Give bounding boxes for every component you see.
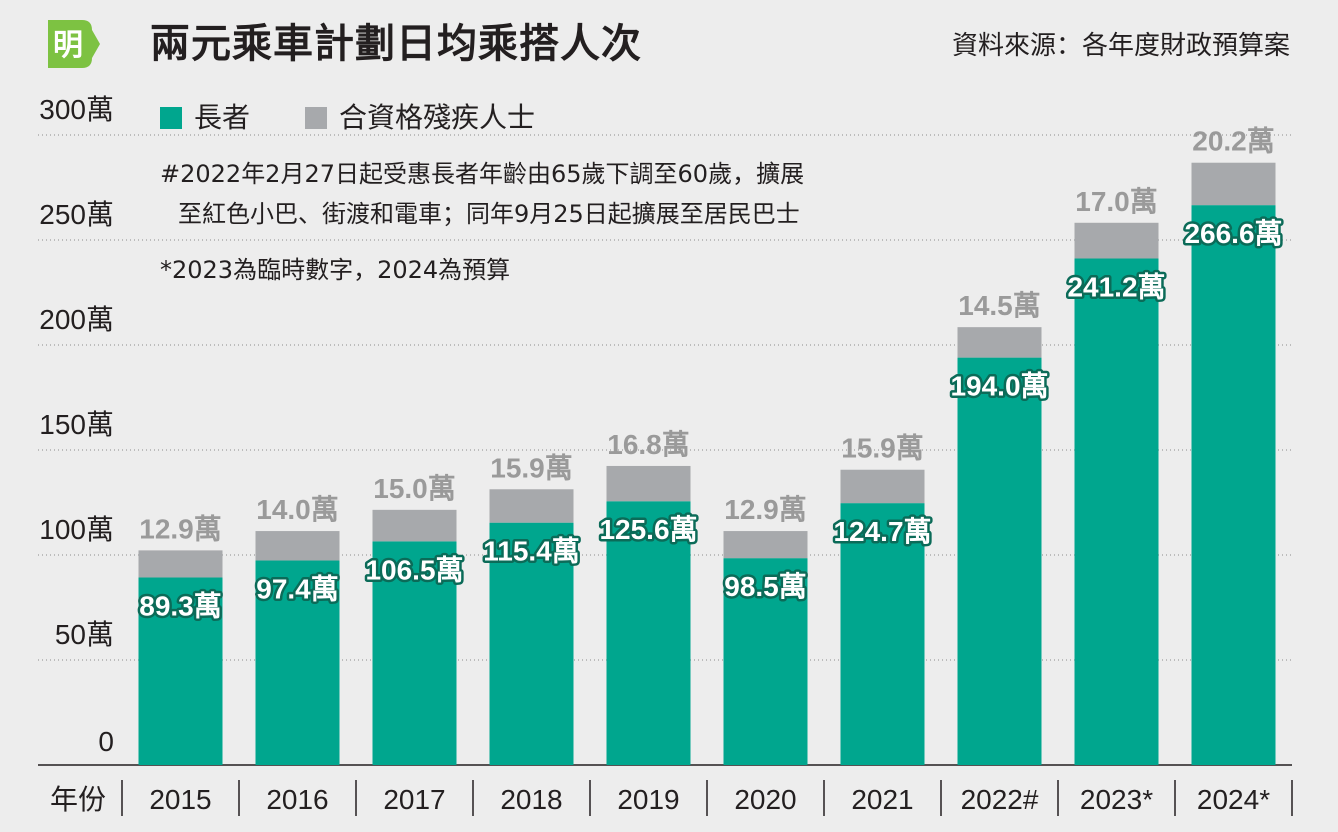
source-text: 資料來源：各年度財政預算案 (951, 31, 1290, 61)
x-tick-label-2015: 2015 (149, 784, 211, 815)
y-tick-label: 50萬 (55, 619, 114, 650)
bar-elderly-2019 (606, 501, 691, 765)
label-disabled-2021: 15.9萬 (841, 433, 924, 464)
label-disabled-2023*: 17.0萬 (1075, 186, 1158, 217)
label-elderly-2015: 89.3萬 (139, 590, 222, 621)
label-disabled-2018: 15.9萬 (490, 452, 573, 483)
legend-swatch-elderly (160, 107, 182, 129)
label-disabled-2015: 12.9萬 (139, 513, 222, 544)
x-tick-label-2023*: 2023* (1080, 784, 1153, 815)
bar-elderly-2017 (372, 541, 457, 765)
label-disabled-2022#: 14.5萬 (958, 290, 1041, 321)
y-tick-label: 300萬 (39, 94, 114, 125)
label-elderly-2022#: 194.0萬 (950, 371, 1048, 402)
bar-disabled-2020 (723, 531, 808, 559)
x-tick-label-2024*: 2024* (1197, 784, 1270, 815)
label-elderly-2017: 106.5萬 (365, 554, 463, 585)
note-line-2: 至紅色小巴、街渡和電車；同年9月25日起擴展至居民巴士 (178, 200, 800, 228)
bar-disabled-2017 (372, 509, 457, 542)
label-disabled-2016: 14.0萬 (256, 494, 339, 525)
x-tick-label-2017: 2017 (383, 784, 445, 815)
bar-disabled-2022# (957, 327, 1042, 358)
y-tick-label: 200萬 (39, 304, 114, 335)
label-disabled-2020: 12.9萬 (724, 494, 807, 525)
logo-char: 明 (53, 28, 83, 63)
label-disabled-2024*: 20.2萬 (1192, 126, 1275, 157)
bar-elderly-2018 (489, 522, 574, 765)
ming-pao-logo-icon: 明 (48, 20, 100, 68)
x-tick-label-2020: 2020 (734, 784, 796, 815)
note-line-1: #2022年2月27日起受惠長者年齡由65歲下調至60歲，擴展 (160, 160, 805, 188)
bar-disabled-2021 (840, 469, 925, 504)
bar-disabled-2016 (255, 531, 340, 561)
legend-swatch-disabled (305, 107, 327, 129)
x-tick-label-2022#: 2022# (961, 784, 1039, 815)
note-line-3: *2023為臨時數字，2024為預算 (160, 256, 511, 284)
bar-disabled-2023* (1074, 222, 1159, 259)
label-elderly-2020: 98.5萬 (724, 571, 807, 602)
x-tick-label-2016: 2016 (266, 784, 328, 815)
legend-item-elderly: 長者 (160, 98, 250, 138)
bar-elderly-2021 (840, 503, 925, 765)
y-tick-label: 100萬 (39, 514, 114, 545)
label-elderly-2023*: 241.2萬 (1067, 271, 1165, 302)
y-tick-label: 0 (98, 726, 114, 757)
x-tick-label-2018: 2018 (500, 784, 562, 815)
label-elderly-2024*: 266.6萬 (1184, 218, 1282, 249)
bar-disabled-2024* (1191, 162, 1276, 206)
label-elderly-2021: 124.7萬 (833, 516, 931, 547)
label-disabled-2017: 15.0萬 (373, 473, 456, 504)
bar-disabled-2019 (606, 465, 691, 502)
bar-elderly-2020 (723, 558, 808, 765)
bar-elderly-2024* (1191, 205, 1276, 765)
y-tick-label: 250萬 (39, 199, 114, 230)
y-tick-label: 150萬 (39, 409, 114, 440)
bar-elderly-2022# (957, 357, 1042, 765)
legend-item-disabled: 合資格殘疾人士 (305, 98, 535, 138)
label-elderly-2016: 97.4萬 (256, 573, 339, 604)
bar-elderly-2023* (1074, 258, 1159, 765)
x-tick-label-2021: 2021 (851, 784, 913, 815)
legend-label-disabled: 合資格殘疾人士 (339, 101, 536, 134)
legend-label-elderly: 長者 (194, 101, 251, 134)
x-tick-label-2019: 2019 (617, 784, 679, 815)
label-disabled-2019: 16.8萬 (607, 429, 690, 460)
label-elderly-2019: 125.6萬 (599, 514, 697, 545)
bar-elderly-2015 (138, 577, 223, 765)
bar-disabled-2015 (138, 550, 223, 578)
label-elderly-2018: 115.4萬 (483, 536, 580, 567)
bar-elderly-2016 (255, 560, 340, 765)
x-axis-title: 年份 (50, 784, 106, 815)
chart-title: 兩元乘車計劃日均乘搭人次 (150, 21, 642, 67)
bar-disabled-2018 (489, 489, 574, 523)
